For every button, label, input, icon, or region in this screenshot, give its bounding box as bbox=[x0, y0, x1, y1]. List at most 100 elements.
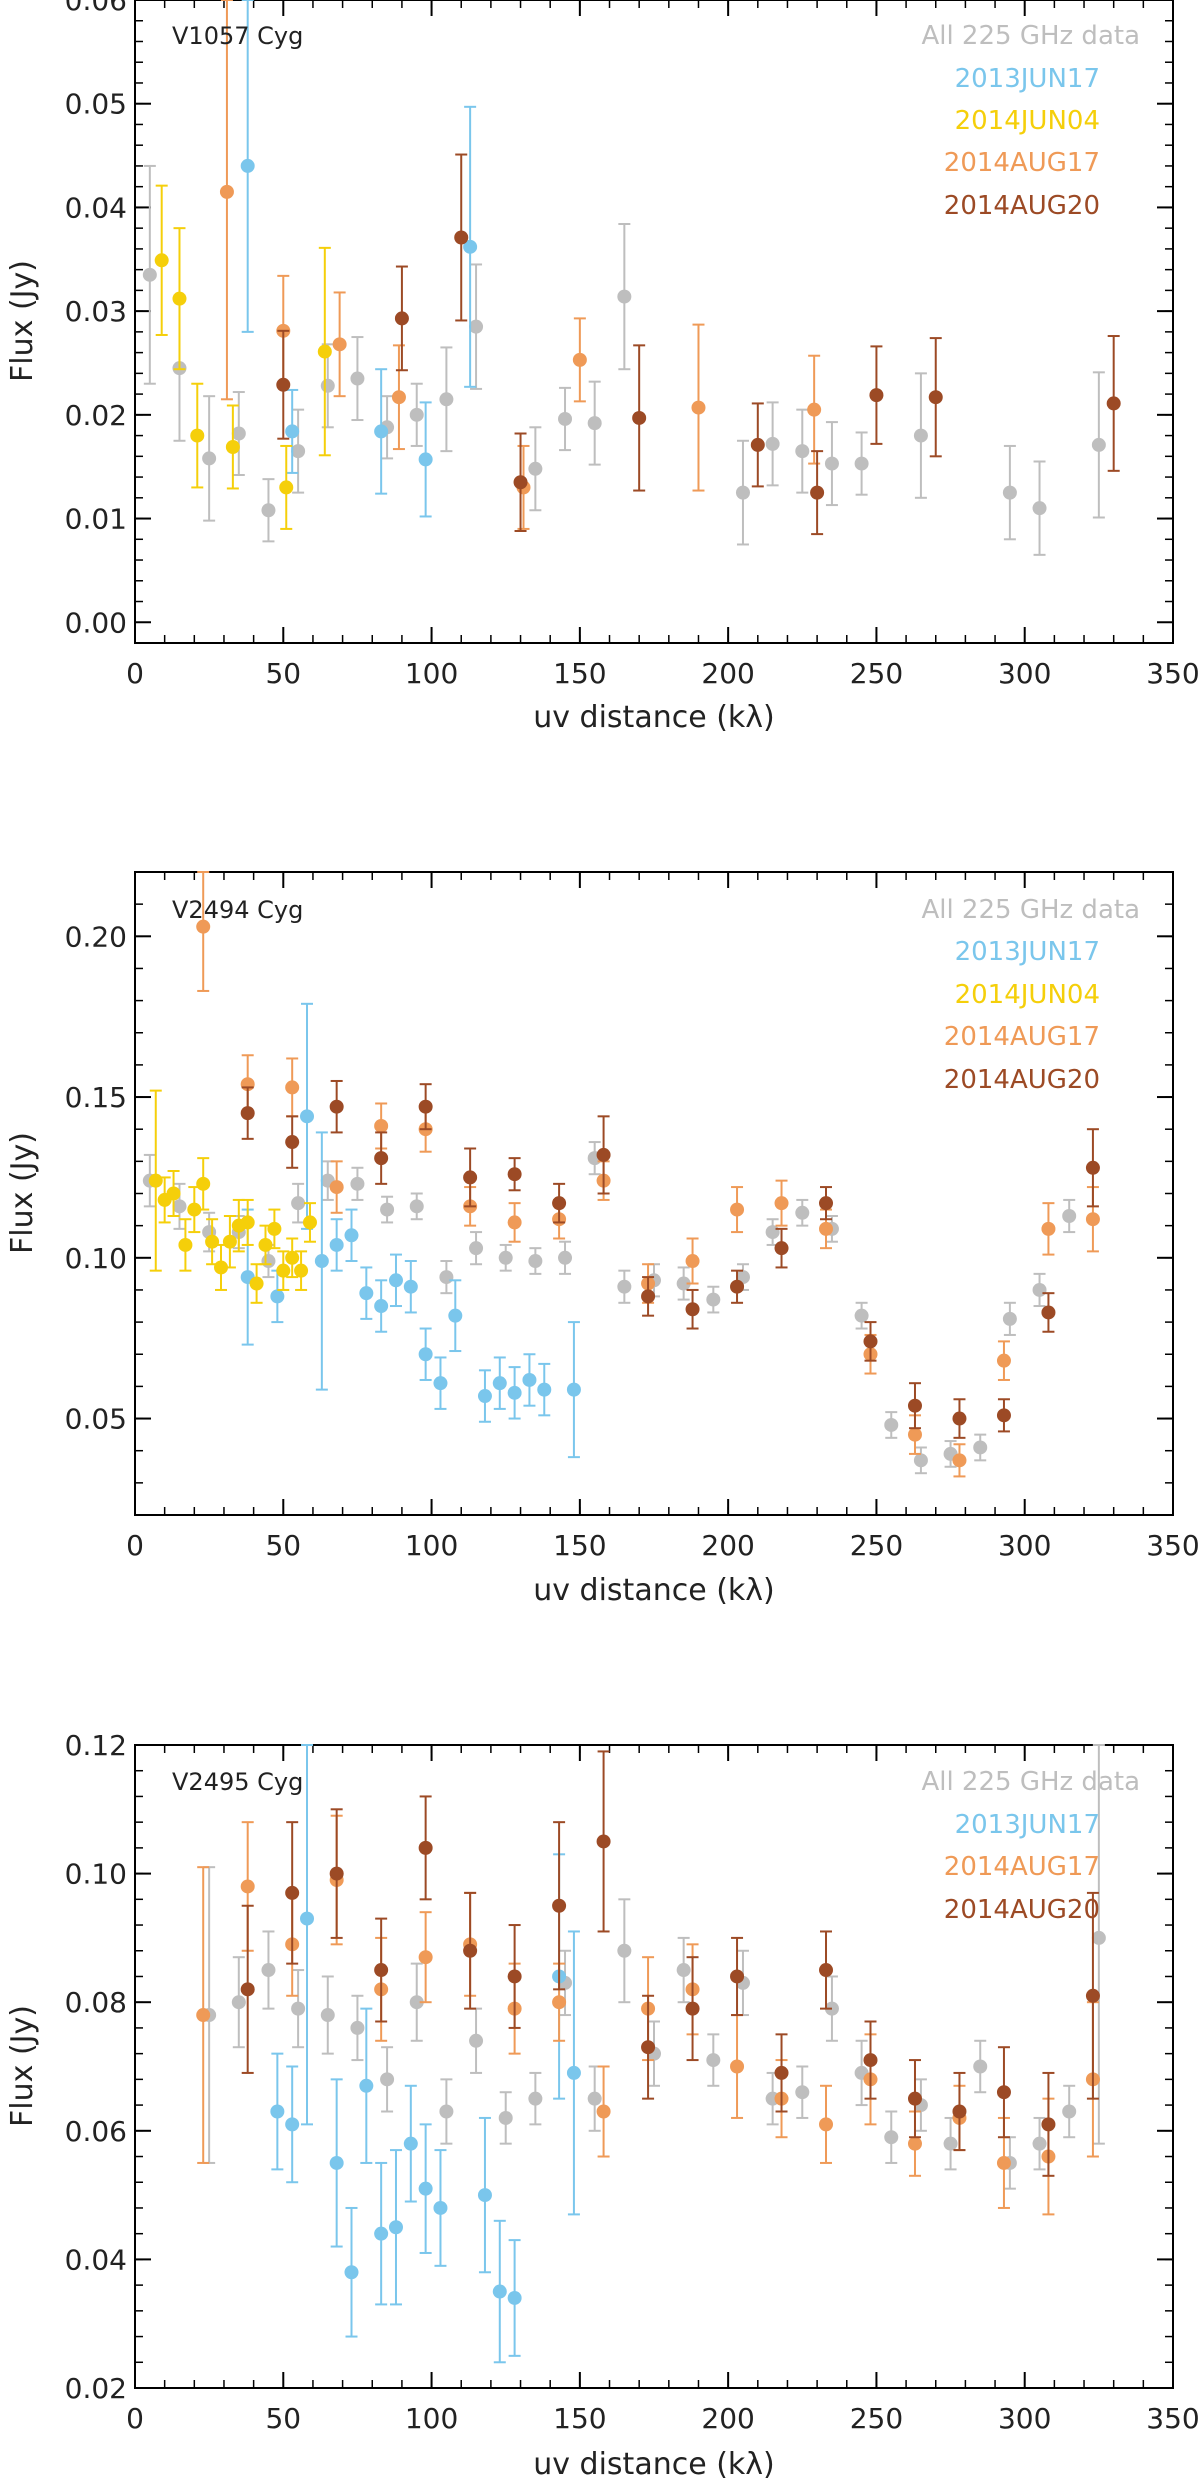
x-axis-ticks: 0 50 100 150 200 250 300 350 bbox=[126, 872, 1200, 1562]
data-point bbox=[907, 2091, 922, 2106]
data-point bbox=[403, 2136, 418, 2151]
data-point bbox=[433, 2200, 448, 2215]
data-point bbox=[142, 267, 157, 282]
x-tick-label: 100 bbox=[405, 2402, 458, 2435]
data-point bbox=[884, 2130, 899, 2145]
data-point bbox=[952, 1411, 967, 1426]
y-tick-label: 0.02 bbox=[65, 2372, 127, 2405]
data-point bbox=[374, 1151, 389, 1166]
data-point bbox=[148, 1173, 163, 1188]
x-tick-label: 250 bbox=[850, 1529, 903, 1562]
x-tick-label: 200 bbox=[701, 2402, 754, 2435]
data-point bbox=[952, 2104, 967, 2119]
data-point bbox=[492, 2284, 507, 2299]
data-point bbox=[537, 1382, 552, 1397]
data-point bbox=[498, 2110, 513, 2125]
x-tick-label: 150 bbox=[553, 2402, 606, 2435]
data-point bbox=[765, 1225, 780, 1240]
y-tick-label: 0.04 bbox=[65, 191, 127, 224]
data-point bbox=[730, 1202, 745, 1217]
data-point bbox=[685, 2001, 700, 2016]
data-point bbox=[388, 2220, 403, 2235]
x-tick-label: 50 bbox=[265, 1529, 301, 1562]
data-point bbox=[1085, 1212, 1100, 1227]
legend-2014aug17: 2014AUG17 bbox=[944, 148, 1100, 178]
series-all bbox=[142, 1141, 1077, 1475]
data-point bbox=[566, 2065, 581, 2080]
data-point bbox=[617, 289, 632, 304]
data-point bbox=[231, 1995, 246, 2010]
data-point bbox=[225, 439, 240, 454]
data-point bbox=[270, 1289, 285, 1304]
data-point bbox=[1062, 2104, 1077, 2119]
data-point bbox=[300, 1911, 315, 1926]
data-point bbox=[869, 388, 884, 403]
x-tick-label: 200 bbox=[701, 1529, 754, 1562]
y-tick-label: 0.04 bbox=[65, 2243, 127, 2276]
panel-v1057-cyg: 0.00 0.01 0.02 0.03 0.04 0.05 0.06 0 50 100 150 20… bbox=[5, 0, 1200, 735]
data-point bbox=[641, 2040, 656, 2055]
legend-2014jun04: 2014JUN04 bbox=[955, 980, 1100, 1010]
data-point bbox=[685, 1302, 700, 1317]
data-point bbox=[285, 1250, 300, 1265]
data-series bbox=[142, 0, 1121, 556]
data-point bbox=[409, 407, 424, 422]
data-point bbox=[374, 1963, 389, 1978]
legend-2014jun04: 2014JUN04 bbox=[955, 106, 1100, 136]
data-point bbox=[596, 1834, 611, 1849]
data-point bbox=[558, 411, 573, 426]
data-point bbox=[178, 1237, 193, 1252]
y-tick-label: 0.20 bbox=[65, 920, 127, 953]
data-point bbox=[463, 1943, 478, 1958]
data-point bbox=[418, 452, 433, 467]
data-point bbox=[231, 426, 246, 441]
data-point bbox=[300, 1109, 315, 1124]
data-point bbox=[433, 1376, 448, 1391]
y-axis-ticks: 0.00 0.01 0.02 0.03 0.04 0.05 0.06 bbox=[65, 0, 1173, 644]
data-point bbox=[418, 1347, 433, 1362]
data-point bbox=[240, 158, 255, 173]
data-point bbox=[774, 1196, 789, 1211]
data-point bbox=[285, 424, 300, 439]
data-point bbox=[205, 1234, 220, 1249]
data-point bbox=[439, 2104, 454, 2119]
data-point bbox=[819, 1196, 834, 1211]
y-tick-label: 0.05 bbox=[65, 88, 127, 121]
data-point bbox=[1041, 2117, 1056, 2132]
legend: All 225 GHz data 2013JUN17 2014AUG17 201… bbox=[921, 1767, 1140, 1925]
data-point bbox=[391, 390, 406, 405]
data-point bbox=[558, 1250, 573, 1265]
data-point bbox=[261, 1254, 276, 1269]
data-point bbox=[317, 344, 332, 359]
data-point bbox=[463, 239, 478, 254]
data-point bbox=[329, 1180, 344, 1195]
series-2013jun17 bbox=[270, 1744, 581, 2364]
data-point bbox=[907, 1398, 922, 1413]
data-point bbox=[374, 1118, 389, 1133]
data-point bbox=[907, 2136, 922, 2151]
data-point bbox=[219, 184, 234, 199]
data-point bbox=[691, 400, 706, 415]
data-point bbox=[329, 1237, 344, 1252]
data-point bbox=[730, 2059, 745, 2074]
y-tick-label: 0.08 bbox=[65, 1986, 127, 2019]
data-point bbox=[1032, 501, 1047, 516]
data-point bbox=[676, 1963, 691, 1978]
series-2013jun17 bbox=[240, 0, 478, 518]
data-point bbox=[374, 1299, 389, 1314]
series-2014aug20 bbox=[276, 153, 1121, 536]
data-point bbox=[350, 371, 365, 386]
x-tick-label: 0 bbox=[126, 657, 144, 690]
data-point bbox=[1085, 1160, 1100, 1175]
y-axis-label: Flux (Jy) bbox=[5, 260, 40, 382]
x-tick-label: 250 bbox=[850, 2402, 903, 2435]
data-point bbox=[1106, 396, 1121, 411]
data-point bbox=[344, 1228, 359, 1243]
data-point bbox=[913, 428, 928, 443]
data-point bbox=[617, 1279, 632, 1294]
data-point bbox=[261, 1963, 276, 1978]
data-point bbox=[1032, 2136, 1047, 2151]
data-point bbox=[1062, 1209, 1077, 1224]
data-point bbox=[685, 1254, 700, 1269]
